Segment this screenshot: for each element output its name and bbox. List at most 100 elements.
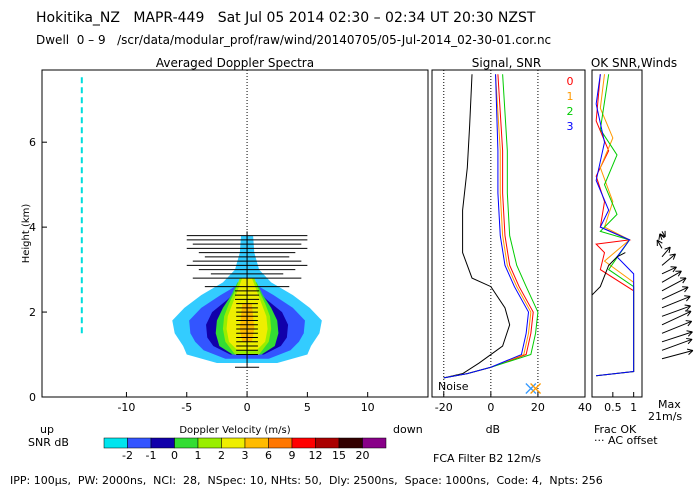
colorbar-swatch xyxy=(315,437,340,449)
snr-x-axis-label: dB xyxy=(486,423,501,436)
wind-arrow-head xyxy=(659,233,666,238)
beam-legend-label: 1 xyxy=(567,90,574,103)
noise-x-marker xyxy=(525,383,537,394)
x-tick-label: -5 xyxy=(181,401,192,414)
x-tick-label: 5 xyxy=(304,401,311,414)
height-axis-label: Height (km) xyxy=(21,204,32,264)
colorbar-swatch xyxy=(244,437,269,449)
wind-arrow-head xyxy=(687,310,692,317)
page-title: Hokitika_NZ MAPR-449 Sat Jul 05 2014 02:… xyxy=(36,10,536,26)
spectra-title: Averaged Doppler Spectra xyxy=(156,56,314,70)
wind-arrow xyxy=(661,331,693,343)
winds-title: OK SNR,Winds xyxy=(591,56,677,70)
snr-title: Signal, SNR xyxy=(472,56,541,70)
frac-ok-line xyxy=(595,74,635,377)
beam-legend-label: 2 xyxy=(567,105,574,118)
up-label: up xyxy=(40,423,54,436)
max-value: 21m/s xyxy=(648,410,683,423)
snr-x-tick-label: 20 xyxy=(531,401,545,414)
colorbar-tick-label: 15 xyxy=(332,449,346,462)
wind-arrow-head xyxy=(687,339,693,345)
wind-arrow-head xyxy=(686,337,693,340)
noise-x-marker xyxy=(530,383,542,394)
snr-frame xyxy=(431,69,586,398)
wind-arrow-head xyxy=(658,233,661,240)
wind-arrow-head xyxy=(687,320,693,327)
wind-arrow-head xyxy=(686,330,693,333)
wind-arrow-head xyxy=(684,286,689,293)
wind-arrow xyxy=(661,246,671,258)
fca-filter-label: FCA Filter B2 12m/s xyxy=(433,452,541,465)
wind-arrow-head xyxy=(684,304,691,307)
spectra-frame xyxy=(41,69,429,398)
wind-arrow xyxy=(661,286,689,300)
winds-x-tick-label: 1 xyxy=(630,401,637,414)
colorbar-swatch xyxy=(174,437,199,449)
wind-arrow-head xyxy=(664,246,671,250)
wind-arrow xyxy=(661,270,682,283)
wind-arrow xyxy=(659,233,663,241)
wind-arrow-head xyxy=(687,331,693,337)
y-tick-label: 4 xyxy=(29,221,36,234)
wind-arrow xyxy=(661,320,692,334)
colorbar-tick-label: 9 xyxy=(289,449,296,462)
ac-offset-label: ··· AC offset xyxy=(594,434,658,447)
y-tick-label: 0 xyxy=(29,391,36,404)
snr-x-tick-label: -20 xyxy=(435,401,453,414)
colorbar-tick-label: 0 xyxy=(171,449,178,462)
wind-arrow xyxy=(661,310,692,326)
colorbar-swatch xyxy=(338,437,363,449)
y-tick-label: 2 xyxy=(29,306,36,319)
colorbar-swatch xyxy=(197,437,222,449)
wind-arrow-head xyxy=(656,239,663,244)
winds-x-tick-label: 0.5 xyxy=(604,401,622,414)
frac-ok-label: Frac OK xyxy=(594,423,637,436)
radar-parameters: IPP: 100μs, PW: 2000ns, NCI: 28, NSpec: … xyxy=(10,474,603,487)
wind-arrow-head xyxy=(669,253,676,256)
wind-arrow xyxy=(661,295,691,309)
wind-arrow xyxy=(661,305,691,317)
x-tick-label: -10 xyxy=(117,401,135,414)
colorbar-tick-label: 1 xyxy=(195,449,202,462)
beam-legend-label: 0 xyxy=(567,75,574,88)
y-tick-label: 6 xyxy=(29,136,36,149)
colorbar-swatch xyxy=(150,437,175,449)
frac-ok-line xyxy=(591,252,626,296)
file-path-subtitle: Dwell 0 – 9 /scr/data/modular_prof/raw/w… xyxy=(36,33,552,47)
max-label: Max xyxy=(658,398,681,411)
colorbar-swatch xyxy=(268,437,293,449)
colorbar-swatch xyxy=(127,437,152,449)
colorbar-tick-label: -2 xyxy=(122,449,133,462)
wind-arrow-head xyxy=(682,277,687,284)
colorbar-tick-label: 20 xyxy=(356,449,370,462)
x-tick-label: 0 xyxy=(244,401,251,414)
wind-arrow-head xyxy=(688,350,694,356)
wind-arrow-head xyxy=(668,246,671,254)
wind-arrow-head xyxy=(672,253,676,260)
snr-profile-line xyxy=(443,74,511,379)
winds-frame xyxy=(591,69,643,398)
colorbar-swatch xyxy=(103,437,128,449)
colorbar-tick-label: 2 xyxy=(218,449,225,462)
colorbar-tick-label: 12 xyxy=(309,449,323,462)
snr-db-label: SNR dB xyxy=(28,436,69,449)
spectra-x-axis-label: Doppler Velocity (m/s) xyxy=(179,425,290,436)
wind-arrow xyxy=(661,253,676,266)
wind-arrow-head xyxy=(685,296,691,302)
wind-arrow-head xyxy=(684,295,691,297)
x-tick-label: 10 xyxy=(361,401,375,414)
wind-arrow xyxy=(661,350,694,360)
colorbar-tick-label: -1 xyxy=(146,449,157,462)
wind-arrow-head xyxy=(685,320,692,322)
snr-profile-line xyxy=(443,74,530,379)
wind-arrow-head xyxy=(686,348,694,351)
wind-arrow xyxy=(661,266,677,275)
colorbar-swatch xyxy=(362,437,387,449)
wind-arrow-head xyxy=(686,305,691,311)
wind-arrow xyxy=(661,338,693,351)
colorbar-tick-label: 6 xyxy=(265,449,272,462)
noise-label: Noise xyxy=(438,380,469,393)
